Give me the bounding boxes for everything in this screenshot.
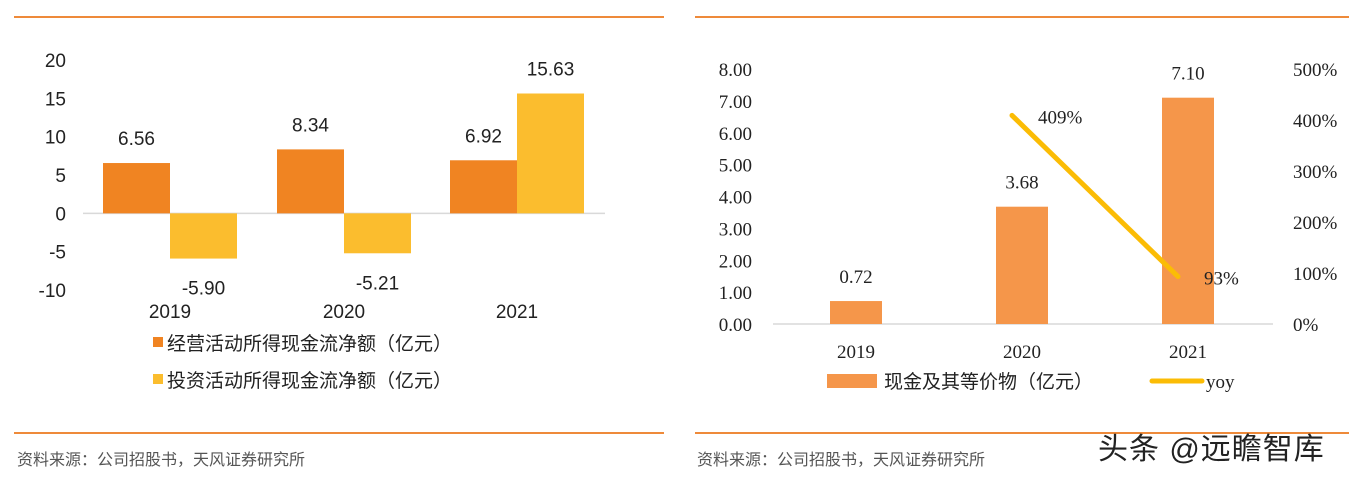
y-tick-label-left: 8.00	[719, 60, 752, 81]
y-tick-label-left: 2.00	[719, 251, 752, 272]
data-label: 15.63	[527, 60, 575, 81]
x-tick-label: 2020	[1003, 342, 1041, 363]
bar-cash-2019	[830, 301, 882, 324]
x-tick-label: 2019	[149, 302, 191, 323]
bottom-rule-right	[695, 432, 1349, 434]
bar-operating-2019	[103, 163, 170, 214]
top-rule-left	[14, 16, 664, 18]
y-tick-label-right: 200%	[1293, 213, 1338, 234]
y-tick-label-left: 1.00	[719, 283, 752, 304]
yoy-line	[1009, 112, 1181, 280]
bar-operating-2021	[450, 160, 517, 214]
bar-cash-2021	[1162, 97, 1214, 324]
legend-swatch	[153, 337, 163, 347]
y-tick-label: -10	[39, 281, 66, 302]
watermark: 头条 @远瞻智库	[1098, 433, 1325, 466]
y-tick-label: 15	[45, 89, 66, 110]
x-tick-label: 2019	[837, 342, 875, 363]
y-tick-label-right: 400%	[1293, 111, 1338, 132]
y-tick-label-right: 100%	[1293, 264, 1338, 285]
data-label: -5.21	[356, 273, 399, 294]
yoy-data-label: 409%	[1038, 107, 1083, 128]
legend-swatch	[153, 374, 163, 384]
bar-cash-2020	[996, 206, 1048, 324]
bar-investing-2020	[344, 213, 411, 254]
x-tick-label: 2021	[496, 302, 538, 323]
y-tick-label-left: 6.00	[719, 124, 752, 145]
source-note-left: 资料来源：公司招股书，天风证券研究所	[17, 452, 306, 469]
bar-operating-2020	[277, 149, 344, 214]
y-tick-label-left: 0.00	[719, 315, 752, 336]
y-tick-label: 10	[45, 128, 66, 149]
bottom-rule-left	[14, 432, 664, 434]
y-tick-label: 20	[45, 51, 66, 72]
x-tick-label: 2020	[323, 302, 365, 323]
data-label: 6.56	[118, 129, 155, 150]
legend-swatch-bar	[827, 374, 877, 388]
y-tick-label: 0	[55, 204, 66, 225]
y-tick-label-left: 3.00	[719, 219, 752, 240]
y-tick-label-left: 5.00	[719, 156, 752, 177]
y-tick-label-right: 500%	[1293, 60, 1338, 81]
y-tick-label-left: 7.00	[719, 92, 752, 113]
source-note-right: 资料来源：公司招股书，天风证券研究所	[697, 452, 986, 469]
legend-label: 经营活动所得现金流净额（亿元）	[167, 333, 452, 355]
y-tick-label: 5	[55, 166, 66, 187]
legend-label: 投资活动所得现金流净额（亿元）	[167, 370, 452, 392]
y-tick-label-left: 4.00	[719, 188, 752, 209]
legend-label: 现金及其等价物（亿元）	[884, 371, 1093, 393]
bar-investing-2021	[517, 93, 584, 214]
legend-label: yoy	[1206, 372, 1235, 393]
data-label: 0.72	[839, 267, 872, 288]
bar-investing-2019	[170, 213, 237, 259]
y-tick-label-right: 0%	[1293, 315, 1319, 336]
data-label: 8.34	[292, 115, 329, 136]
y-tick-label: -5	[49, 243, 66, 264]
data-label: -5.90	[182, 279, 225, 300]
y-tick-label-right: 300%	[1293, 162, 1338, 183]
yoy-data-label: 93%	[1204, 269, 1239, 290]
data-label: 7.10	[1171, 64, 1204, 85]
data-label: 3.68	[1005, 173, 1038, 194]
data-label: 6.92	[465, 126, 502, 147]
x-tick-label: 2021	[1169, 342, 1207, 363]
top-rule-right	[695, 16, 1349, 18]
